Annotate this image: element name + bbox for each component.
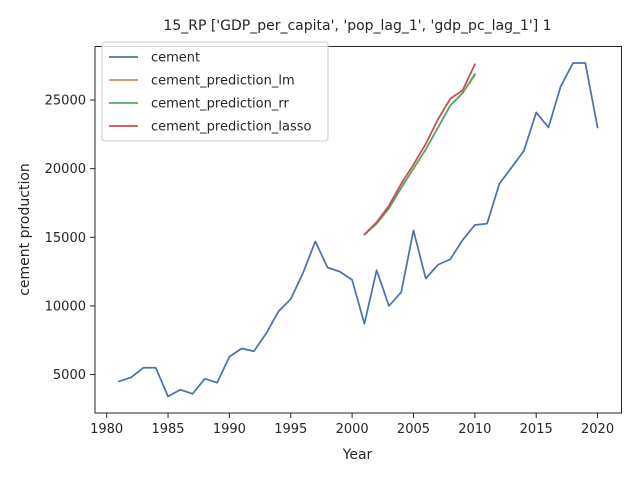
plot-area — [118, 62, 599, 398]
x-tick-label: 2020 — [581, 422, 614, 437]
axes-frame — [94, 46, 622, 414]
series-line-cement — [118, 62, 599, 398]
x-tick-label: 1990 — [213, 422, 246, 437]
y-axis-ticks: 5000 10000 15000 20000 25000 — [45, 94, 95, 383]
y-tick-label: 25000 — [45, 94, 86, 109]
legend-entry: cement_prediction_rr — [151, 97, 289, 112]
x-tick-label: 2005 — [397, 422, 430, 437]
x-axis-ticks: 1980 1985 1990 1995 2000 2005 2010 2015 2020 — [90, 413, 614, 437]
legend-entry: cement_prediction_lasso — [151, 120, 311, 135]
x-tick-label: 1980 — [90, 422, 123, 437]
x-tick-label: 2010 — [458, 422, 491, 437]
legend-entry: cement_prediction_lm — [151, 74, 295, 89]
series-line-cement-prediction-rr — [363, 73, 476, 236]
y-tick-label: 15000 — [45, 231, 86, 246]
series-line-cement-prediction-lasso — [363, 63, 476, 236]
x-tick-label: 2000 — [336, 422, 369, 437]
chart-title: 15_RP ['GDP_per_capita', 'pop_lag_1', 'g… — [163, 18, 551, 34]
x-axis-label: Year — [342, 447, 373, 463]
legend-box — [101, 41, 329, 142]
x-tick-label: 1985 — [151, 422, 184, 437]
y-tick-label: 10000 — [45, 299, 86, 314]
x-tick-label: 1995 — [274, 422, 307, 437]
y-tick-label: 5000 — [53, 368, 86, 383]
y-axis-label: cement production — [17, 163, 33, 296]
x-tick-label: 2015 — [520, 422, 553, 437]
legend-entry: cement — [151, 51, 200, 66]
y-tick-label: 20000 — [45, 162, 86, 177]
legend: cement cement_prediction_lm cement_predict… — [101, 41, 329, 142]
